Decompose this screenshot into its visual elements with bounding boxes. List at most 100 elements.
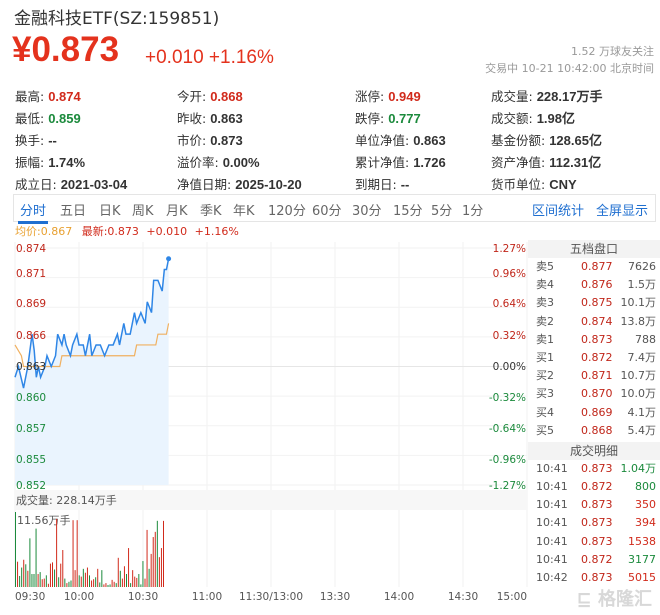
tab-8[interactable]: 60分	[312, 204, 342, 219]
order-book-row: 卖2 0.874 13.8万	[528, 313, 660, 331]
level-volume: 4.1万	[627, 405, 657, 419]
chart-period-tabs: 分时 五日 日K 周K 月K 季K 年K 120分 60分 30分 15分 5分 1分 区间统计 全屏显示	[13, 194, 656, 224]
price-area	[15, 258, 169, 485]
stat-label: 昨收:	[177, 111, 211, 126]
trade-time: 10:41	[536, 498, 568, 512]
stat-item: 最低: 0.859	[15, 108, 81, 127]
level-volume: 13.8万	[620, 314, 657, 328]
level-price: 0.877	[581, 260, 613, 273]
fullscreen-button[interactable]: 全屏显示	[596, 204, 649, 219]
order-book-row: 买3 0.870 10.0万	[528, 385, 660, 403]
stat-item: 成交量: 228.17万手	[491, 86, 602, 105]
level-volume: 788	[635, 332, 656, 346]
legend-change: +0.010	[146, 225, 188, 238]
level-label: 买3	[536, 387, 554, 401]
trade-volume: 350	[635, 498, 656, 512]
stat-item: 昨收: 0.863	[177, 108, 243, 127]
volume-label: 成交量: 228.14万手	[16, 493, 117, 507]
stat-value: 1.726	[413, 155, 446, 170]
stat-label: 货币单位:	[491, 177, 550, 192]
stat-label: 基金份额:	[491, 133, 550, 148]
order-book-row: 卖5 0.877 7626	[528, 258, 660, 276]
tab-4[interactable]: 月K	[166, 204, 188, 219]
stat-item: 溢价率: 0.00%	[177, 152, 260, 171]
stat-item: 到期日: --	[355, 174, 409, 193]
x-tick: 09:30	[15, 591, 45, 603]
y-tick-left: 0.860	[16, 392, 46, 404]
stat-item: 成立日: 2021-03-04	[15, 174, 127, 193]
y-tick-left: 0.863	[16, 361, 46, 373]
stat-label: 成交额:	[491, 111, 537, 126]
stat-label: 净值日期:	[177, 177, 236, 192]
stat-value: 1.98亿	[536, 111, 575, 126]
y-tick-right: 1.27%	[493, 243, 526, 255]
level-volume: 10.0万	[620, 387, 657, 401]
tab-12[interactable]: 1分	[462, 204, 484, 219]
level-label: 卖4	[536, 278, 554, 292]
current-price: ¥0.873	[12, 30, 120, 69]
stat-label: 涨停:	[355, 89, 389, 104]
level-volume: 1.5万	[627, 278, 657, 292]
stat-item: 最高: 0.874	[15, 86, 81, 105]
tab-9[interactable]: 30分	[352, 204, 382, 219]
y-tick-left: 0.871	[16, 268, 46, 280]
tab-11[interactable]: 5分	[431, 204, 453, 219]
y-tick-right: -0.64%	[489, 423, 526, 435]
y-tick-right: 0.00%	[493, 361, 526, 373]
tab-6[interactable]: 年K	[233, 204, 255, 219]
order-book-row: 卖4 0.876 1.5万	[528, 276, 660, 294]
tab-7[interactable]: 120分	[268, 204, 306, 219]
x-tick: 14:00	[384, 591, 414, 603]
stat-value: 1.74%	[48, 155, 86, 170]
stat-value: 2025-10-20	[235, 177, 302, 192]
tab-1[interactable]: 五日	[60, 204, 87, 219]
tab-3[interactable]: 周K	[132, 204, 154, 219]
level-price: 0.869	[581, 405, 613, 419]
stat-value: 128.65亿	[549, 133, 602, 148]
order-book-row: 买2 0.871 10.7万	[528, 367, 660, 385]
stat-label: 成交量:	[491, 89, 537, 104]
tab-0[interactable]: 分时	[17, 200, 49, 224]
stat-item: 累计净值: 1.726	[355, 152, 446, 171]
intraday-chart[interactable]: 0.874 0.871 0.869 0.866 0.863 0.860 0.857 0.855…	[0, 238, 528, 615]
tab-5[interactable]: 季K	[200, 204, 222, 219]
stat-label: 资产净值:	[491, 155, 550, 170]
stat-value: 0.863	[413, 133, 446, 148]
tab-2[interactable]: 日K	[99, 204, 121, 219]
y-tick-right: 0.32%	[493, 330, 526, 342]
level-label: 卖5	[536, 260, 554, 273]
y-tick-left: 0.869	[16, 298, 46, 310]
y-tick-right: 0.64%	[493, 298, 526, 310]
stat-label: 最低:	[15, 111, 49, 126]
trade-time: 10:41	[536, 461, 568, 475]
trade-row: 10:42 0.873 5015	[528, 569, 660, 587]
trade-time: 10:41	[536, 552, 568, 566]
y-tick-right: -1.27%	[489, 480, 526, 492]
tab-10[interactable]: 15分	[393, 204, 423, 219]
stat-item: 资产净值: 112.31亿	[491, 152, 601, 171]
trades-header: 成交明细	[528, 441, 660, 460]
x-tick: 13:30	[320, 591, 350, 603]
stat-value: 0.859	[48, 111, 81, 126]
stat-value: 112.31亿	[549, 155, 602, 170]
order-book-row: 买1 0.872 7.4万	[528, 349, 660, 367]
order-book-panel: 五档盘口 卖5 0.877 7626 卖4 0.876 1.5万 卖3 0.875 10.1万 卖2…	[528, 240, 660, 587]
stat-value: --	[400, 177, 410, 192]
y-tick-left: 0.874	[16, 243, 46, 255]
level-label: 买1	[536, 350, 554, 364]
trade-time: 10:42	[536, 571, 568, 584]
stat-value: 0.863	[210, 111, 243, 126]
followers-count[interactable]: 1.52 万球友关注	[571, 45, 654, 58]
range-stats-button[interactable]: 区间统计	[532, 204, 585, 219]
y-tick-left: 0.855	[16, 454, 46, 466]
x-tick: 11:00	[192, 591, 222, 603]
order-book-header: 五档盘口	[528, 240, 660, 258]
order-book-row: 卖1 0.873 788	[528, 331, 660, 349]
level-volume: 10.1万	[620, 296, 657, 310]
volume-max-label: 11.56万手	[17, 513, 71, 527]
stat-item: 货币单位: CNY	[491, 174, 577, 193]
level-label: 买2	[536, 369, 554, 383]
level-price: 0.870	[581, 387, 613, 401]
trading-status: 交易中 10-21 10:42:00 北京时间	[485, 62, 654, 75]
security-title: 金融科技ETF(SZ:159851)	[14, 9, 220, 29]
